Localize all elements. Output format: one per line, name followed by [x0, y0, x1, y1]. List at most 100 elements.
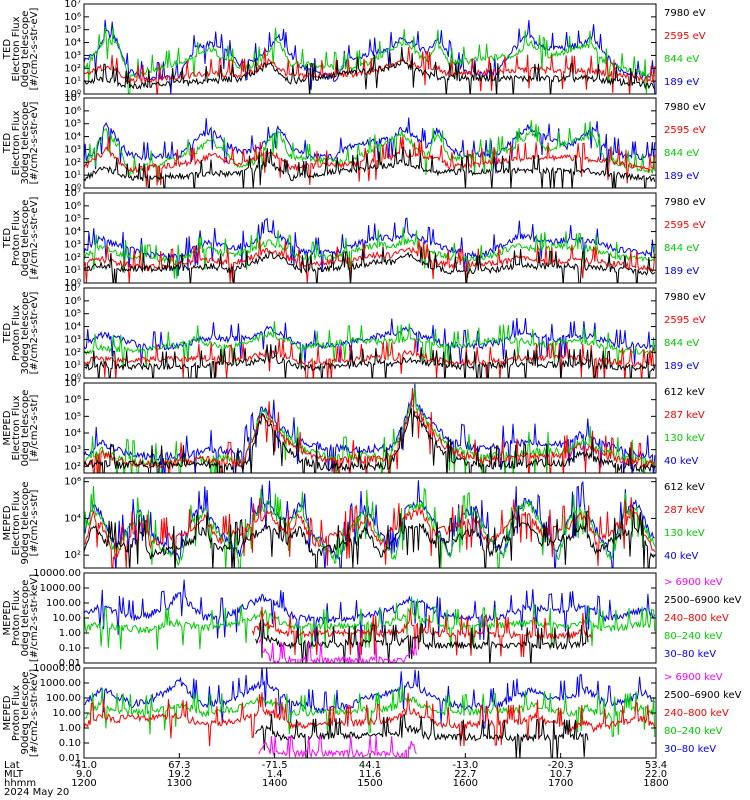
- xtick-label: 1200: [71, 778, 96, 789]
- xtick-label: -41.0: [71, 760, 97, 771]
- legend-entry: 7980 eV: [664, 292, 706, 303]
- ytick-label: 10⁵: [64, 214, 81, 225]
- ylabel-line: [#/cm2-s-str-eV]: [29, 197, 40, 280]
- series-green: [84, 227, 656, 279]
- legend-entry: 80–240 keV: [664, 631, 723, 642]
- ytick-label: 10⁴: [64, 38, 81, 49]
- ytick-label: 1000.00: [40, 583, 81, 594]
- panel-1-series: [84, 19, 656, 94]
- xtick-label: 1.4: [267, 769, 283, 780]
- x-row-label: Lat: [4, 760, 20, 771]
- series-green: [84, 596, 656, 650]
- ytick-label: 10²: [64, 550, 81, 561]
- ytick-label: 10³: [64, 144, 81, 155]
- series-red: [84, 238, 656, 283]
- ytick-label: 1.00: [59, 723, 81, 734]
- series-blue: [84, 383, 656, 473]
- date-label: 2024 May 20: [4, 787, 69, 798]
- ytick-label: 10⁴: [64, 513, 81, 524]
- ytick-label: 10³: [64, 239, 81, 250]
- ytick-label: 0.01: [59, 658, 81, 669]
- panel-frame: [83, 3, 657, 95]
- ytick-label: 10⁶: [64, 12, 81, 23]
- legend-entry: 844 eV: [664, 338, 699, 349]
- ylabel-line: TED: [2, 228, 13, 249]
- ytick-label: 100.00: [46, 598, 81, 609]
- panel-6-series: [84, 480, 656, 568]
- ytick-label: 10⁵: [64, 119, 81, 130]
- ytick-label: 10⁴: [64, 428, 81, 439]
- panel-3-series: [84, 217, 656, 283]
- series-green: [84, 26, 656, 94]
- ylabel-line: MEPED: [2, 410, 13, 445]
- ytick-label: 10³: [64, 334, 81, 345]
- ytick-label: 10⁵: [64, 25, 81, 36]
- legend-entry: 287 keV: [664, 505, 705, 516]
- ytick-label: 10.00: [52, 613, 81, 624]
- panel-8-series: [84, 668, 656, 758]
- ylabel-line: TED: [2, 133, 13, 154]
- ylabel-line: Proton Flux: [11, 210, 22, 266]
- ylabel-line: 0deg telescope: [20, 580, 31, 657]
- ylabel-line: [#/cm2-s-str]: [29, 489, 40, 556]
- ytick-label: 10²: [64, 157, 81, 168]
- legend-entry: 130 keV: [664, 528, 705, 539]
- series-red: [84, 692, 656, 747]
- legend-entry: 2595 eV: [664, 315, 706, 326]
- ylabel-line: [#/cm2-s-str-eV]: [29, 292, 40, 375]
- legend-entry: 7980 eV: [664, 102, 706, 113]
- xtick-label: 1700: [548, 778, 573, 789]
- series-magenta: [258, 637, 417, 663]
- panel-4-series: [84, 317, 656, 378]
- x-row-label: MLT: [4, 769, 24, 780]
- legend-entry: 2500–6900 keV: [664, 690, 742, 701]
- xtick-label: 1600: [453, 778, 478, 789]
- ylabel-line: TED: [2, 39, 13, 60]
- ytick-label: 10000.00: [33, 568, 81, 579]
- ylabel-line: MEPED: [2, 505, 13, 540]
- panel-frame: [83, 97, 657, 189]
- ylabel-line: [#/cm2-s-str]: [29, 394, 40, 461]
- ytick-label: 10²: [64, 252, 81, 263]
- legend-entry: 130 keV: [664, 433, 705, 444]
- panel-frame: [83, 192, 657, 284]
- ytick-label: 10¹: [64, 76, 81, 87]
- xtick-label: 1500: [357, 778, 382, 789]
- ytick-label: 10⁴: [64, 322, 81, 333]
- series-black: [84, 344, 656, 378]
- xtick-label: -13.0: [452, 760, 478, 771]
- ylabel-line: Proton Flux: [11, 590, 22, 646]
- legend-entry: 2500–6900 keV: [664, 595, 742, 606]
- ylabel-line: 0deg telescope: [20, 11, 31, 88]
- panel-7-series: [84, 579, 656, 663]
- ylabel-line: Proton Flux: [11, 305, 22, 361]
- xtick-label: 11.6: [359, 769, 381, 780]
- panel-frame: [83, 477, 657, 569]
- series-red: [84, 136, 656, 187]
- ylabel-line: [#/cm2-s-str-eV]: [29, 102, 40, 185]
- legend-entry: > 6900 keV: [664, 672, 723, 683]
- xtick-label: 22.0: [645, 769, 667, 780]
- ylabel-line: 90deg telescope: [20, 481, 31, 564]
- ylabel-line: 0deg telescope: [20, 200, 31, 277]
- x-row-label: hhmm: [4, 778, 36, 789]
- ytick-label: 10¹: [64, 265, 81, 276]
- ytick-label: 10⁴: [64, 132, 81, 143]
- series-blue: [84, 317, 656, 365]
- legend-entry: 80–240 keV: [664, 726, 723, 737]
- legend-entry: 189 eV: [664, 361, 699, 372]
- ylabel-line: [#/cm2-s-str-keV]: [29, 669, 40, 757]
- xtick-label: 53.4: [645, 760, 667, 771]
- series-black: [84, 46, 656, 94]
- ytick-label: 10²: [64, 347, 81, 358]
- legend-entry: 2595 eV: [664, 31, 706, 42]
- legend-entry: 189 eV: [664, 266, 699, 277]
- ytick-label: 10³: [64, 445, 81, 456]
- legend-entry: 40 keV: [664, 456, 698, 467]
